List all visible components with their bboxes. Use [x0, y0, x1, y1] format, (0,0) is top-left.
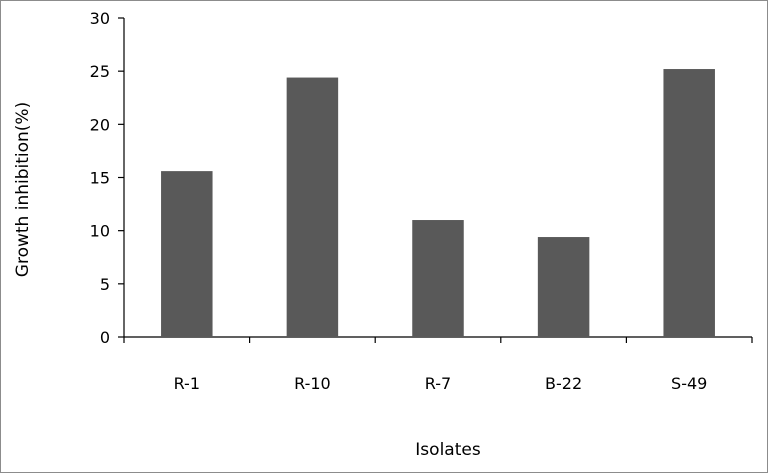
x-tick-label: S-49 [671, 374, 707, 393]
x-tick-labels: R-1 R-10 R-7 B-22 S-49 [174, 374, 708, 393]
y-tick-label: 15 [90, 169, 110, 188]
y-tick-label: 10 [90, 222, 110, 241]
y-tick-label: 5 [100, 275, 110, 294]
bar-series [161, 69, 715, 338]
bar-s-49 [663, 69, 715, 337]
y-tick-label: 25 [90, 62, 110, 81]
bar-r-1 [161, 171, 213, 337]
x-tick-label: R-10 [294, 374, 331, 393]
bar-r-10 [286, 77, 339, 338]
x-tick-label: B-22 [545, 374, 582, 393]
y-tick-label: 20 [90, 115, 110, 134]
y-tick-labels: 0 5 10 15 20 25 30 [90, 9, 110, 347]
x-tick-label: R-1 [174, 374, 200, 393]
y-tick-label: 30 [90, 9, 110, 28]
bar-b-22 [537, 237, 590, 337]
y-axis-title: Growth inhibition(%) [13, 102, 33, 277]
x-axis-title: Isolates [415, 440, 481, 460]
x-tick-label: R-7 [425, 374, 451, 393]
y-tick-label: 0 [100, 328, 110, 347]
bar-r-7 [412, 220, 464, 337]
